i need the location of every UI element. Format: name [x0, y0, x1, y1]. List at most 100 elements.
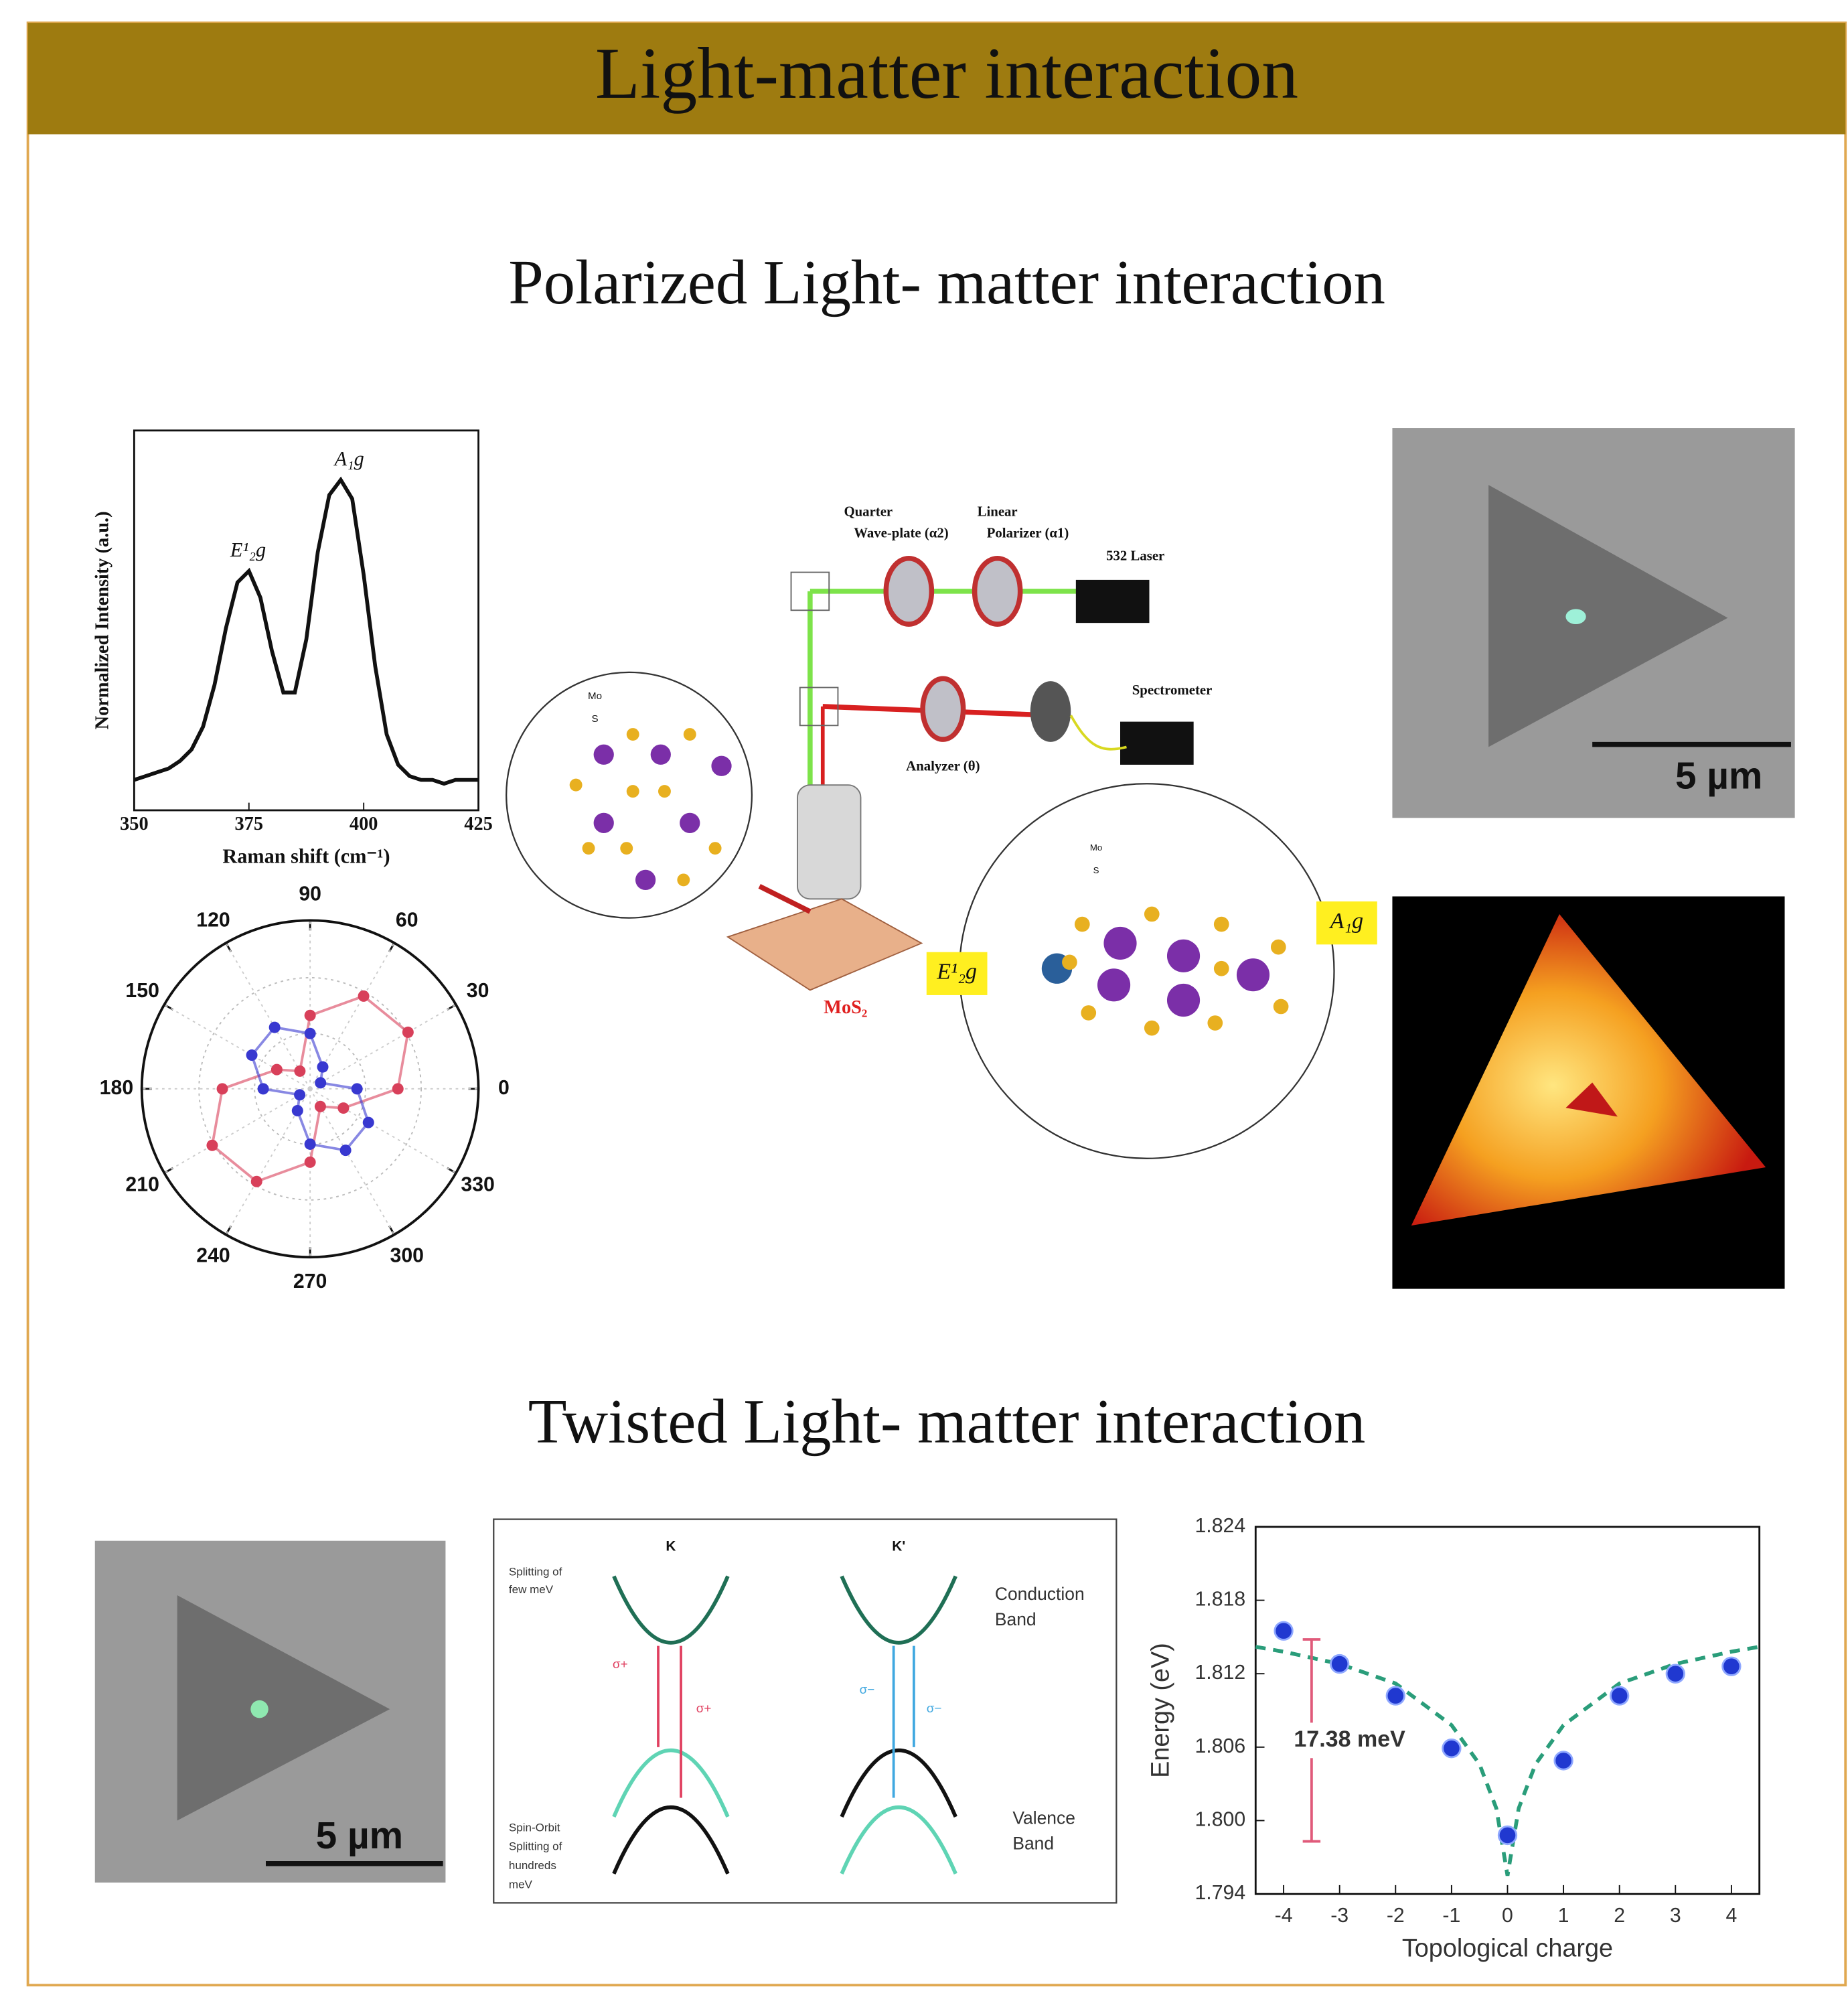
band-note: Spin-Orbit — [509, 1821, 560, 1834]
y-tick-label: 1.812 — [1195, 1662, 1245, 1684]
polar-point — [305, 1138, 316, 1150]
polar-point — [305, 1010, 316, 1021]
atom-legend: Mo — [588, 690, 602, 702]
poster-title: Light-matter interaction — [595, 32, 1298, 114]
polar-point — [246, 1049, 258, 1061]
y-tick-label: 1.824 — [1195, 1515, 1245, 1537]
polar-point — [305, 1157, 316, 1168]
polar-point — [363, 1117, 374, 1128]
setup-label: Quarter — [844, 504, 893, 519]
y-tick-label: 1.818 — [1195, 1589, 1245, 1611]
page: {"header":{"title":"Light-matter interac… — [0, 0, 1848, 1989]
x-tick-label: 0 — [1502, 1905, 1513, 1927]
atom-legend: S — [1093, 865, 1099, 875]
mode-label: A₁g — [1329, 909, 1364, 934]
annotation-label: 17.38 meV — [1294, 1726, 1405, 1752]
polarization-label: σ− — [860, 1683, 875, 1697]
peak-label: E¹₂g — [230, 538, 266, 561]
setup-label: Wave-plate (α2) — [854, 526, 948, 541]
atom-legend: Mo — [1090, 842, 1102, 853]
angle-label: 150 — [125, 980, 159, 1002]
poster: Light-matter interaction Polarized Light-… — [0, 0, 1848, 1989]
angle-label: 0 — [498, 1077, 510, 1099]
section-title: Twisted Light- matter interaction — [528, 1387, 1366, 1457]
polar-point — [352, 1083, 363, 1094]
angle-label: 270 — [293, 1270, 327, 1293]
x-tick-label: -1 — [1442, 1905, 1460, 1927]
band-note: Band — [995, 1609, 1036, 1629]
x-tick-label: 4 — [1725, 1905, 1737, 1927]
band-note: Splitting of — [509, 1565, 562, 1578]
angle-label: 240 — [196, 1244, 230, 1266]
peak-label: A₁g — [333, 447, 364, 470]
heatmap-image — [1392, 896, 1784, 1288]
band-note: Band — [1012, 1833, 1054, 1853]
valley-label: K — [666, 1539, 676, 1554]
angle-label: 300 — [390, 1244, 424, 1266]
x-tick-label: 425 — [464, 814, 493, 834]
data-point — [1443, 1739, 1460, 1757]
band-note: few meV — [509, 1583, 554, 1596]
angle-label: 180 — [100, 1077, 133, 1099]
angle-label: 330 — [461, 1173, 494, 1195]
material-label: MoS₂ — [824, 997, 867, 1018]
y-tick-label: 1.794 — [1195, 1882, 1245, 1904]
polar-point — [392, 1083, 404, 1094]
x-tick-label: -3 — [1330, 1905, 1349, 1927]
x-tick-label: 350 — [120, 814, 149, 834]
polar-point — [271, 1064, 283, 1076]
polar-point — [402, 1027, 414, 1038]
data-point — [1555, 1752, 1572, 1769]
polarization-label: σ− — [927, 1702, 942, 1716]
setup-label: Linear — [978, 504, 1018, 519]
y-tick-label: 1.800 — [1195, 1808, 1245, 1830]
angle-label: 90 — [299, 883, 321, 905]
x-tick-label: 2 — [1614, 1905, 1625, 1927]
data-point — [1610, 1687, 1628, 1704]
angle-label: 30 — [467, 980, 489, 1002]
data-point — [1498, 1826, 1516, 1844]
setup-label: Analyzer (θ) — [906, 758, 980, 774]
data-point — [1330, 1655, 1348, 1672]
x-tick-label: 1 — [1558, 1905, 1569, 1927]
x-axis-label: Topological charge — [1402, 1934, 1613, 1962]
polar-point — [269, 1022, 281, 1033]
polar-point — [315, 1101, 326, 1112]
data-point — [1723, 1658, 1740, 1675]
data-point — [1387, 1687, 1404, 1704]
polar-point — [258, 1083, 269, 1094]
polar-point — [206, 1140, 218, 1151]
polar-point — [294, 1065, 305, 1077]
x-tick-label: 400 — [350, 814, 378, 834]
polar-point — [315, 1077, 326, 1088]
polar-point — [340, 1145, 352, 1156]
setup-label: 532 Laser — [1106, 548, 1164, 564]
x-tick-label: 3 — [1670, 1905, 1681, 1927]
polar-point — [358, 990, 370, 1002]
setup-label: Spectrometer — [1132, 682, 1213, 698]
polar-point — [217, 1083, 228, 1094]
y-tick-label: 1.806 — [1195, 1735, 1245, 1757]
x-axis-label: Raman shift (cm⁻¹) — [222, 845, 390, 868]
y-axis-label: Energy (eV) — [1146, 1643, 1174, 1778]
x-tick-label: -2 — [1387, 1905, 1405, 1927]
x-tick-label: 375 — [235, 814, 264, 834]
band-note: meV — [509, 1878, 533, 1891]
polar-point — [305, 1028, 316, 1039]
section-title: Polarized Light- matter interaction — [508, 248, 1385, 317]
band-note: hundreds — [509, 1859, 556, 1872]
polarization-label: σ+ — [696, 1702, 712, 1716]
polar-point — [337, 1102, 349, 1114]
polar-point — [317, 1061, 329, 1073]
angle-label: 120 — [196, 909, 230, 931]
polar-point — [251, 1176, 262, 1187]
angle-label: 60 — [396, 909, 418, 931]
data-point — [1275, 1622, 1292, 1639]
y-axis-label: Normalized Intensity (a.u.) — [92, 511, 113, 729]
band-note: Splitting of — [509, 1840, 562, 1853]
valley-label: K' — [892, 1539, 905, 1554]
band-note: Valence — [1012, 1808, 1075, 1828]
scale-bar-label: 5 µm — [316, 1815, 403, 1857]
polar-point — [294, 1089, 305, 1100]
x-tick-label: -4 — [1275, 1905, 1293, 1927]
